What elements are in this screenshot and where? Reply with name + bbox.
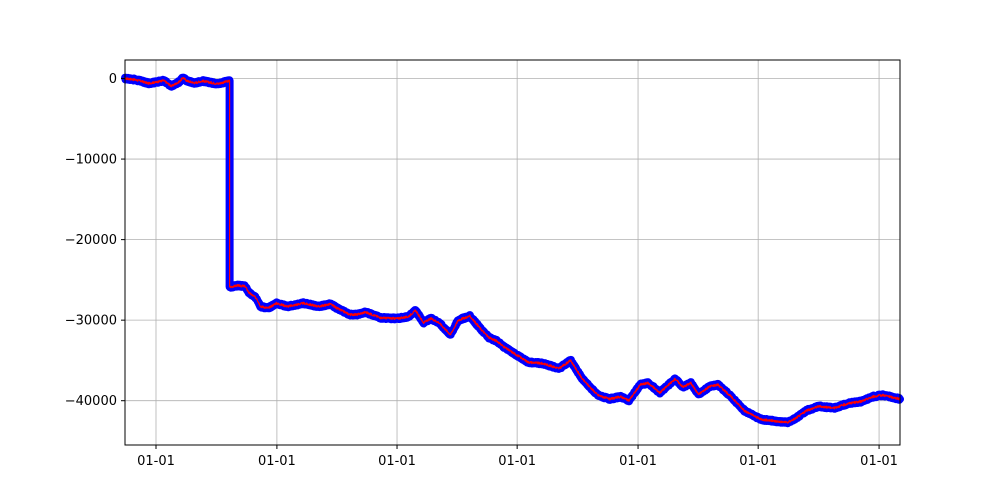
y-tick-label: −40000 bbox=[65, 394, 117, 409]
x-tick-label: 01-01 bbox=[137, 454, 175, 469]
y-axis: 0 −10000 −20000 −30000 −40000 bbox=[65, 72, 125, 409]
x-tick-label: 01-01 bbox=[860, 454, 898, 469]
grid-lines bbox=[125, 60, 900, 445]
x-tick-label: 01-01 bbox=[619, 454, 657, 469]
x-tick-label: 01-01 bbox=[739, 454, 777, 469]
y-tick-label: −30000 bbox=[65, 314, 117, 329]
plot-frame bbox=[124, 59, 901, 446]
y-tick-label: −10000 bbox=[65, 153, 117, 168]
y-tick-label: 0 bbox=[109, 72, 117, 87]
series-line bbox=[124, 77, 901, 424]
series-layer bbox=[121, 73, 904, 428]
x-tick-label: 01-01 bbox=[258, 454, 296, 469]
x-tick-label: 01-01 bbox=[498, 454, 536, 469]
x-tick-label: 01-01 bbox=[378, 454, 416, 469]
y-tick-label: −20000 bbox=[65, 233, 117, 248]
plot-background bbox=[125, 60, 900, 445]
x-axis: 01-01 01-01 01-01 01-01 01-01 01-01 01-01 bbox=[137, 445, 898, 469]
